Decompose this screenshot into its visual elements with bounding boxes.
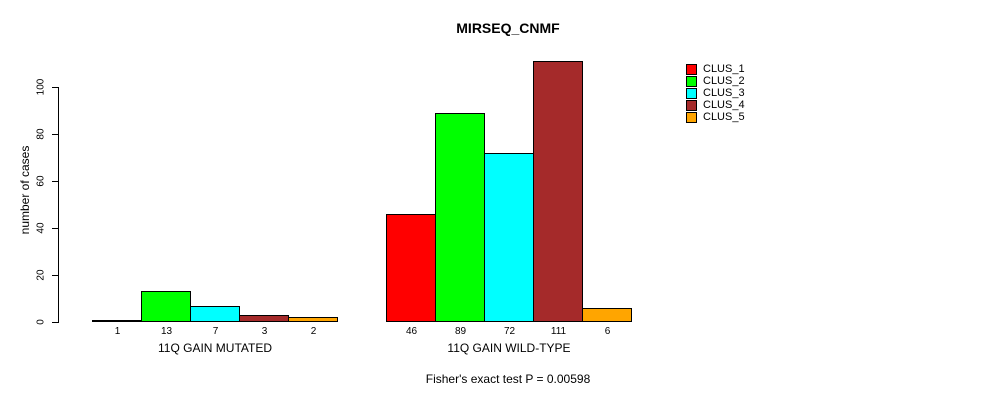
y-tick [52,181,58,182]
y-tick-label: 60 [35,175,47,187]
legend-swatch [686,75,697,87]
legend-swatch [686,63,697,75]
bar [386,214,436,322]
legend-label: CLUS_1 [703,63,745,75]
footer-stat: Fisher's exact test P = 0.00598 [425,372,591,386]
y-tick-label: 40 [35,222,47,234]
legend-swatch [686,87,697,99]
bar-value-label: 1 [114,326,121,337]
group-axis-label: 11Q GAIN WILD-TYPE [447,341,571,355]
legend: CLUS_1 CLUS_2 CLUS_3 CLUS_4 CLUS_5 [686,63,745,124]
bar [533,61,583,322]
legend-label: CLUS_4 [703,99,745,111]
y-tick [52,322,58,323]
y-tick [52,87,58,88]
bar-value-label: 6 [604,326,611,337]
legend-label: CLUS_2 [703,75,745,87]
y-tick-label: 100 [35,78,47,96]
y-tick-label: 20 [35,269,47,281]
legend-swatch [686,99,697,111]
bar-value-label: 3 [261,326,268,337]
group-axis-label: 11Q GAIN MUTATED [157,341,273,355]
bar [288,317,338,322]
bar-value-label: 2 [310,326,317,337]
legend-item: CLUS_5 [686,111,745,123]
legend-label: CLUS_3 [703,87,745,99]
bar [239,315,289,322]
chart-title: MIRSEQ_CNMF [456,20,560,36]
bar-value-label: 46 [405,326,418,337]
y-tick-label: 80 [35,128,47,140]
bar [92,320,142,322]
bar [190,306,240,322]
bar-value-label: 13 [160,326,173,337]
legend-item: CLUS_4 [686,99,745,111]
y-tick [52,275,58,276]
legend-item: CLUS_2 [686,75,745,87]
bar-value-label: 72 [503,326,516,337]
legend-item: CLUS_3 [686,87,745,99]
bar [141,291,191,322]
bar [484,153,534,322]
bar [582,308,632,322]
y-axis-line [58,87,59,323]
legend-item: CLUS_1 [686,63,745,75]
y-tick-label: 0 [35,319,47,325]
bar-value-label: 7 [212,326,219,337]
bar-value-label: 89 [454,326,467,337]
bar [435,113,485,322]
y-tick [52,228,58,229]
y-axis-label: number of cases [18,145,32,235]
legend-label: CLUS_5 [703,111,745,123]
bar-value-label: 111 [550,326,567,337]
y-tick [52,134,58,135]
legend-swatch [686,111,697,123]
